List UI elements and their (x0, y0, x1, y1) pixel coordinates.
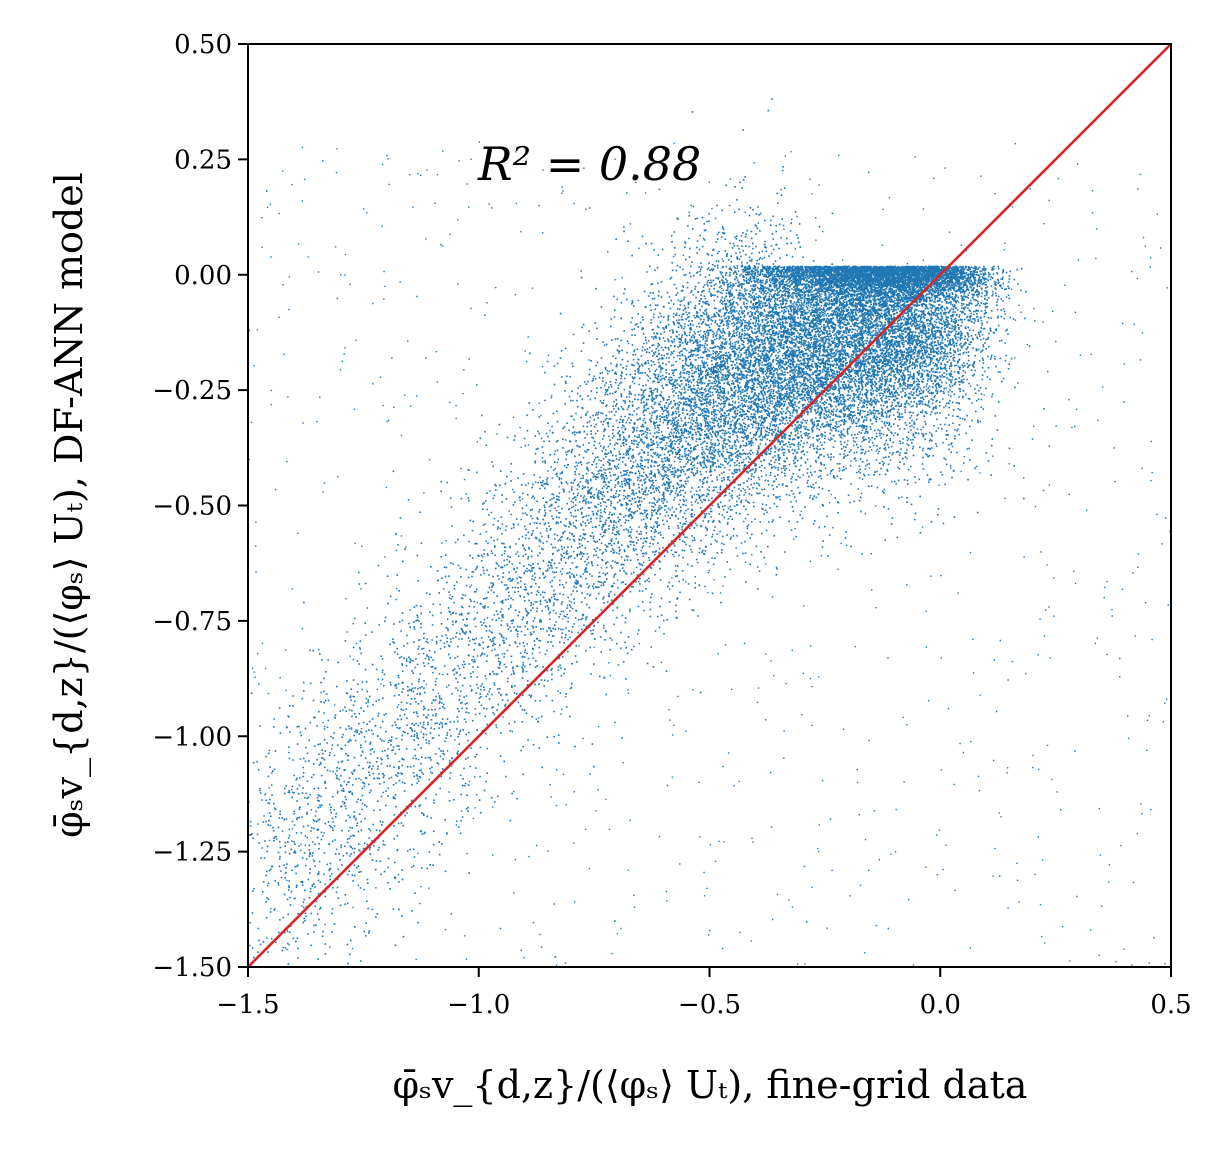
scatter-point (917, 297, 920, 300)
y-axis-ticks: −1.50 −1.25 −1.00 −0.75 −0.50 −0.25 0.00 0.25 0.… (152, 30, 248, 983)
scatter-point (778, 343, 781, 346)
scatter-point (409, 727, 412, 730)
x-axis-label: φ̄ₛv_{d,z}/(⟨φₛ⟩ Uₜ), fine-grid data (393, 1063, 1028, 1108)
scatter-point (847, 311, 850, 314)
scatter-point (594, 505, 597, 508)
scatter-point (478, 643, 481, 646)
y-tick-label: −0.75 (152, 607, 232, 637)
scatter-point (294, 851, 297, 854)
scatter-point (547, 560, 550, 563)
x-tick-label: −1.5 (216, 990, 279, 1020)
scatter-point (386, 754, 389, 757)
scatter-points (248, 98, 1171, 967)
scatter-point (271, 865, 274, 868)
scatter-point (824, 320, 827, 323)
x-tick-label: 0.0 (920, 990, 961, 1020)
scatter-point (871, 307, 874, 310)
y-axis-label: φ̄ₛv_{d,z}/(⟨φₛ⟩ Uₜ), DF-ANN model (47, 172, 92, 838)
scatter-point (709, 394, 712, 397)
scatter-point (571, 533, 574, 536)
x-tick-label: 0.5 (1150, 990, 1191, 1020)
x-tick-label: −0.5 (678, 990, 741, 1020)
y-tick-label: −1.50 (152, 953, 232, 983)
scatter-point (755, 357, 758, 360)
scatter-point (640, 459, 643, 462)
scatter-point (940, 288, 943, 291)
y-tick-label: −1.00 (152, 722, 232, 752)
scatter-point (363, 782, 366, 785)
y-tick-label: 0.25 (174, 145, 232, 175)
scatter-point (663, 436, 666, 439)
x-axis-ticks: −1.5 −1.0 −0.5 0.0 0.5 (216, 967, 1192, 1020)
y-tick-label: −1.25 (152, 838, 232, 868)
scatter-point (340, 805, 343, 808)
scatter-point (524, 588, 527, 591)
y-tick-label: 0.50 (174, 30, 232, 60)
scatter-point (894, 302, 897, 305)
y-tick-label: −0.50 (152, 492, 232, 522)
scatter-point (501, 616, 504, 619)
scatter-point (686, 413, 689, 416)
identity-reference-line (248, 44, 1171, 967)
scatter-point (732, 376, 735, 379)
y-tick-label: −0.25 (152, 376, 232, 406)
scatter-point (432, 699, 435, 702)
y-tick-label: 0.00 (174, 261, 232, 291)
scatter-point (317, 828, 320, 831)
r-squared-annotation: R² = 0.88 (477, 137, 701, 191)
scatter-point (801, 330, 804, 333)
scatter-point (617, 482, 620, 485)
scatter-point (455, 671, 458, 674)
x-tick-label: −1.0 (447, 990, 510, 1020)
scatter-point-cloud (248, 98, 1171, 967)
